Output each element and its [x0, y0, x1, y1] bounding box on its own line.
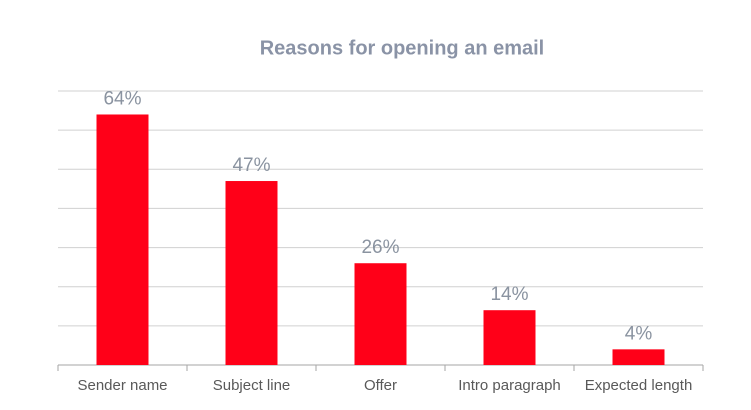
x-tick-label: Intro paragraph — [458, 377, 561, 394]
bar — [96, 114, 149, 365]
value-label: 4% — [625, 323, 653, 344]
x-tick-label: Offer — [364, 377, 397, 394]
bar — [354, 263, 407, 365]
bar — [483, 310, 536, 365]
x-tick-label: Sender name — [77, 377, 167, 394]
bar — [225, 181, 278, 365]
bar — [612, 349, 665, 365]
x-tick-label: Expected length — [585, 377, 693, 394]
x-tick-label: Subject line — [213, 377, 291, 394]
value-label: 64% — [103, 89, 141, 110]
value-label: 14% — [490, 284, 528, 305]
value-label: 47% — [232, 155, 270, 176]
chart-title: Reasons for opening an email — [260, 37, 545, 59]
value-label: 26% — [361, 237, 399, 258]
